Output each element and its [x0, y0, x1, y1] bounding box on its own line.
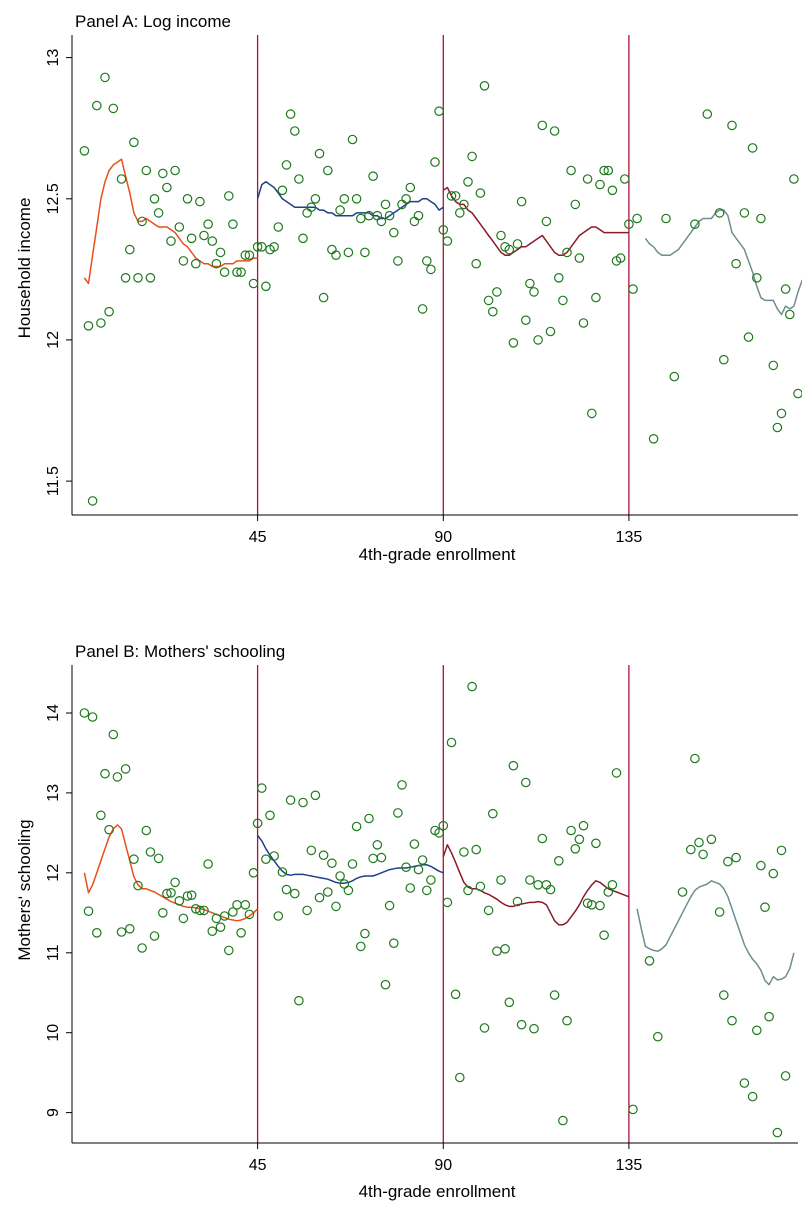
panel-b-x-tick-label: 90 [434, 1157, 452, 1174]
panel-b-y-tick-label: 13 [45, 784, 62, 802]
panel-a-x-axis-label: 4th-grade enrollment [359, 545, 516, 564]
panel-a-x-tick-label: 45 [249, 529, 267, 546]
panel-a-y-tick-label: 12.5 [45, 183, 62, 214]
panel-b-y-tick-label: 12 [45, 864, 62, 882]
panel-b-y-tick-label: 9 [45, 1108, 62, 1117]
panel-a-y-tick-label: 11.5 [45, 466, 62, 496]
panel-b-x-tick-label: 45 [249, 1157, 267, 1174]
panel-a-y-axis-label: Household income [15, 198, 34, 339]
panel-b-y-axis-label: Mothers' schooling [15, 819, 34, 960]
panel-b-y-tick-label: 14 [45, 704, 62, 722]
panel-a-y-tick-label: 13 [45, 49, 62, 67]
panel-b-x-tick-label: 135 [616, 1157, 643, 1174]
panel-b-y-tick-label: 11 [45, 944, 62, 961]
panel-b-title: Panel B: Mothers' schooling [75, 642, 285, 661]
panel-b-x-axis-label: 4th-grade enrollment [359, 1182, 516, 1201]
panel-a-y-tick-label: 12 [45, 331, 62, 349]
panel-a-title: Panel A: Log income [75, 12, 231, 31]
panel-a-x-tick-label: 135 [616, 529, 643, 546]
panel-b-y-tick-label: 10 [45, 1024, 62, 1042]
panel-a-x-tick-label: 90 [434, 529, 452, 546]
